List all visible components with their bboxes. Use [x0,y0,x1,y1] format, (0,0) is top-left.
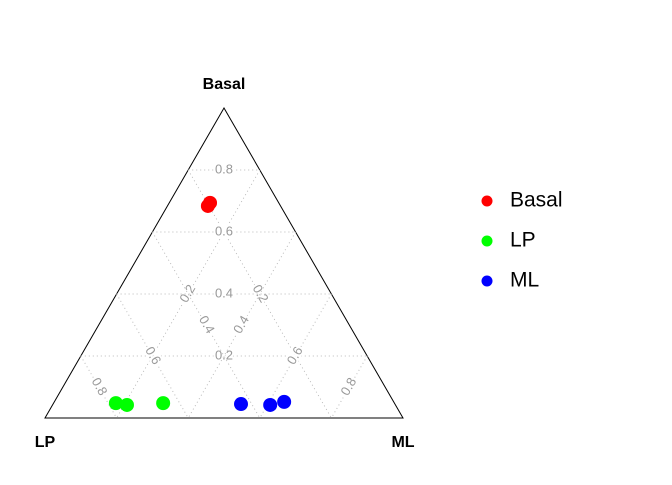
tick-label: 0.4 [196,313,218,336]
tick-label: 0.8 [215,161,233,176]
legend-marker [481,235,493,247]
tick-label: 0.6 [215,223,233,238]
vertex-label: Basal [203,76,246,93]
tick-label: 0.8 [337,375,359,398]
data-point [263,397,278,412]
tick-label: 0.2 [215,347,233,362]
tick-label: 0.4 [230,313,252,336]
data-point [277,394,292,409]
tick-label: 0.8 [89,375,111,398]
data-point [156,396,171,411]
tick-label: 0.6 [142,344,164,367]
data-point [234,397,249,412]
tick-label: 0.4 [215,285,233,300]
legend-marker [481,195,493,207]
vertex-label: LP [35,434,56,451]
legend-label: ML [510,269,539,292]
data-point [108,396,123,411]
legend-marker [481,275,493,287]
tick-label: 0.2 [250,282,272,305]
legend-label: LP [510,229,536,252]
legend-label: Basal [510,189,563,212]
data-point [119,397,134,412]
data-point [203,195,218,210]
vertex-label: ML [391,434,414,451]
tick-label: 0.2 [176,282,198,305]
tick-label: 0.6 [284,344,306,367]
triangle-outline [44,107,404,419]
